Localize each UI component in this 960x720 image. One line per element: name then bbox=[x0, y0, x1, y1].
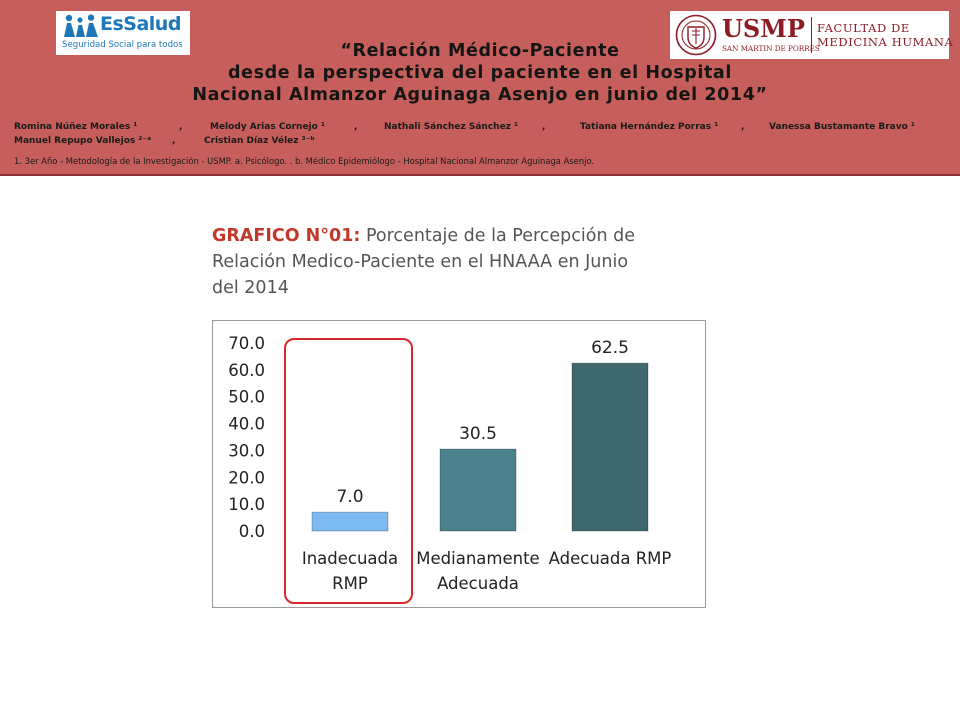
chart-heading: GRAFICO N°01: Porcentaje de la Percepció… bbox=[212, 223, 732, 301]
author-name: Manuel Repupo Vallejos ²⁻ᵃ bbox=[14, 136, 152, 146]
author-separator: , bbox=[741, 122, 745, 132]
chart-frame: 0.0 10.0 20.0 30.0 40.0 50.0 60.0 70.0 7.0 Inadec… bbox=[212, 320, 706, 608]
author-name: Vanessa Bustamante Bravo ¹ bbox=[769, 122, 915, 132]
usmp-university: SAN MARTIN DE PORRES bbox=[722, 44, 820, 53]
usmp-divider bbox=[811, 17, 812, 53]
x-category-label: Inadecuada bbox=[302, 549, 398, 568]
y-tick-label: 70.0 bbox=[228, 334, 265, 353]
chart-heading-text: Porcentaje de la Percepción de bbox=[360, 226, 635, 246]
essalud-logo: EsSalud Seguridad Social para todos bbox=[56, 11, 190, 55]
paper-title-line1: “Relación Médico-Paciente bbox=[340, 41, 620, 61]
data-label: 7.0 bbox=[336, 487, 363, 507]
y-tick-label: 20.0 bbox=[228, 468, 265, 487]
header-divider bbox=[0, 174, 960, 176]
y-tick-label: 30.0 bbox=[228, 441, 265, 460]
chart-heading-line2: Relación Medico-Paciente en el HNAAA en … bbox=[212, 252, 629, 272]
paper-title-line2: desde la perspectiva del paciente en el … bbox=[228, 63, 732, 83]
bar-chart: 0.0 10.0 20.0 30.0 40.0 50.0 60.0 70.0 7.0 Inadec… bbox=[228, 334, 672, 593]
author-separator: , bbox=[172, 136, 176, 146]
x-category-label: RMP bbox=[332, 574, 368, 593]
x-category-label: Adecuada RMP bbox=[549, 549, 672, 568]
chart-heading-line3: del 2014 bbox=[212, 278, 289, 298]
paper-title-line3: Nacional Almanzor Aguinaga Asenjo en jun… bbox=[192, 85, 768, 105]
y-tick-label: 0.0 bbox=[239, 522, 265, 541]
bar bbox=[439, 448, 517, 532]
highlight-box bbox=[284, 338, 413, 604]
author-name: Nathali Sánchez Sánchez ¹ bbox=[384, 122, 518, 132]
y-tick-label: 40.0 bbox=[228, 415, 265, 434]
x-category-label: Adecuada bbox=[437, 574, 519, 593]
chart-heading-label: GRAFICO N°01: bbox=[212, 226, 361, 246]
usmp-faculty-line2: MEDICINA HUMANA bbox=[817, 35, 954, 49]
author-name: Tatiana Hernández Porras ¹ bbox=[580, 122, 719, 132]
x-category-label: Medianamente bbox=[416, 549, 539, 568]
author-separator: , bbox=[179, 122, 183, 132]
author-separator: , bbox=[542, 122, 546, 132]
author-separator: , bbox=[354, 122, 358, 132]
family-icon bbox=[64, 14, 98, 37]
author-name: Melody Arias Cornejo ¹ bbox=[210, 122, 325, 132]
university-seal-icon bbox=[675, 14, 717, 56]
usmp-faculty: FACULTAD DE MEDICINA HUMANA bbox=[817, 21, 953, 49]
y-tick-label: 50.0 bbox=[228, 388, 265, 407]
essalud-name: EsSalud bbox=[100, 13, 181, 35]
bar bbox=[571, 362, 649, 532]
affiliations: 1. 3er Año - Metodología de la Investiga… bbox=[14, 156, 595, 166]
data-label: 62.5 bbox=[591, 338, 629, 358]
paper-title: “Relación Médico-Paciente desde la persp… bbox=[0, 40, 960, 106]
y-tick-label: 60.0 bbox=[228, 361, 265, 380]
y-tick-label: 10.0 bbox=[228, 495, 265, 514]
data-label: 30.5 bbox=[459, 424, 497, 444]
usmp-logo: USMP SAN MARTIN DE PORRES FACULTAD DE ME… bbox=[670, 11, 953, 59]
chart-heading-line1: GRAFICO N°01: Porcentaje de la Percepció… bbox=[212, 223, 732, 249]
essalud-tagline: Seguridad Social para todos bbox=[62, 40, 183, 50]
usmp-name: USMP bbox=[722, 14, 805, 43]
author-name: Romina Núñez Morales ¹ bbox=[14, 122, 138, 132]
author-name: Cristian Díaz Vélez ³⁻ᵇ bbox=[204, 136, 315, 146]
bar bbox=[311, 511, 389, 532]
usmp-faculty-line1: FACULTAD DE bbox=[817, 21, 910, 35]
